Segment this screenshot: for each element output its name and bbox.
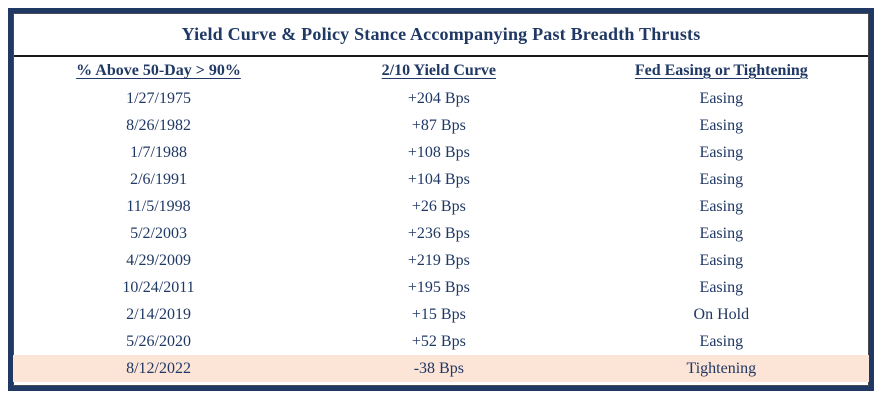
date-cell: 11/5/1998 <box>126 197 191 215</box>
yield-curve-cell: +195 Bps <box>407 278 470 296</box>
date-cell: 2/14/2019 <box>126 305 191 323</box>
date-cell: 10/24/2011 <box>122 278 195 296</box>
fed-stance-cell: On Hold <box>693 305 750 323</box>
yield-curve-cell: +219 Bps <box>407 251 470 269</box>
date-cell: 1/7/1988 <box>130 143 187 161</box>
fed-stance-cell: Easing <box>699 143 744 161</box>
fed-stance-cell: Easing <box>699 170 744 188</box>
table-frame: Yield Curve & Policy Stance Accompanying… <box>8 8 874 391</box>
fed-stance-cell: Easing <box>699 197 744 215</box>
table-row: 11/5/1998 +26 Bps Easing <box>13 193 869 220</box>
yield-curve-cell: +52 Bps <box>411 332 466 350</box>
yield-curve-cell: +15 Bps <box>411 305 466 323</box>
yield-curve-cell: +236 Bps <box>407 224 470 242</box>
yield-curve-cell: -38 Bps <box>304 355 574 382</box>
fed-stance-cell: Easing <box>699 116 744 134</box>
table-row: 1/27/1975 +204 Bps Easing <box>13 85 869 112</box>
table-row: 8/26/1982 +87 Bps Easing <box>13 112 869 139</box>
header-row: % Above 50-Day > 90% 2/10 Yield Curve Fe… <box>13 57 869 85</box>
table-row: 2/6/1991 +104 Bps Easing <box>13 166 869 193</box>
fed-stance-cell: Easing <box>699 278 744 296</box>
table-row: 5/26/2020 +52 Bps Easing <box>13 328 869 355</box>
date-cell: 8/12/2022 <box>13 355 305 382</box>
title-divider <box>14 55 868 57</box>
title-bar: Yield Curve & Policy Stance Accompanying… <box>13 13 869 55</box>
column-header-yield-curve: 2/10 Yield Curve <box>381 62 497 79</box>
table-row: 10/24/2011 +195 Bps Easing <box>13 274 869 301</box>
date-cell: 1/27/1975 <box>126 89 191 107</box>
date-cell: 4/29/2009 <box>126 251 191 269</box>
fed-stance-cell: Easing <box>699 89 744 107</box>
yield-curve-cell: +104 Bps <box>407 170 470 188</box>
table-row: 5/2/2003 +236 Bps Easing <box>13 220 869 247</box>
column-header-fed-stance: Fed Easing or Tightening <box>634 62 808 79</box>
table-body: 1/27/1975 +204 Bps Easing 8/26/1982 +87 Bps E… <box>13 85 869 382</box>
page-title: Yield Curve & Policy Stance Accompanying… <box>181 23 701 44</box>
yield-curve-cell: +108 Bps <box>407 143 470 161</box>
fed-stance-cell: Easing <box>699 224 744 242</box>
table-row: 4/29/2009 +219 Bps Easing <box>13 247 869 274</box>
table-row: 2/14/2019 +15 Bps On Hold <box>13 301 869 328</box>
fed-stance-cell: Easing <box>699 332 744 350</box>
fed-stance-cell: Tightening <box>573 355 869 382</box>
date-cell: 2/6/1991 <box>130 170 187 188</box>
table-row: 8/12/2022 -38 Bps Tightening <box>13 355 869 382</box>
date-cell: 5/2/2003 <box>130 224 187 242</box>
date-cell: 8/26/1982 <box>126 116 191 134</box>
table-header: % Above 50-Day > 90% 2/10 Yield Curve Fe… <box>13 57 869 85</box>
yield-curve-cell: +26 Bps <box>411 197 466 215</box>
table-row: 1/7/1988 +108 Bps Easing <box>13 139 869 166</box>
yield-curve-cell: +87 Bps <box>411 116 466 134</box>
breadth-thrusts-table: % Above 50-Day > 90% 2/10 Yield Curve Fe… <box>13 57 869 382</box>
fed-stance-cell: Easing <box>699 251 744 269</box>
date-cell: 5/26/2020 <box>126 332 191 350</box>
column-header-breadth-date: % Above 50-Day > 90% <box>76 62 241 79</box>
yield-curve-cell: +204 Bps <box>407 89 470 107</box>
